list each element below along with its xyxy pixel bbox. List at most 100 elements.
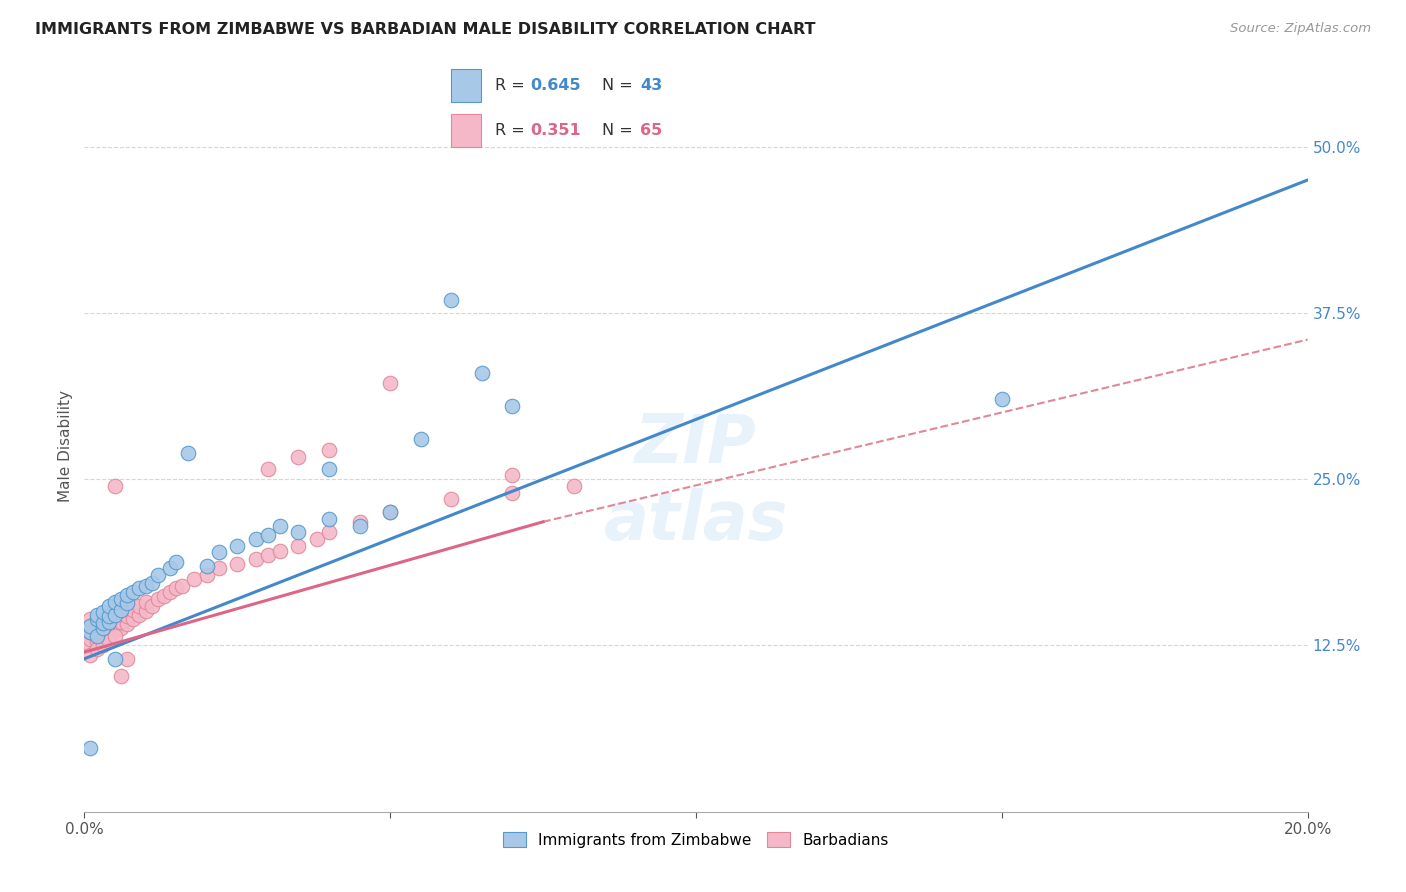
Point bbox=[128, 607, 150, 622]
Point bbox=[115, 652, 138, 666]
Point bbox=[79, 618, 101, 632]
Point bbox=[91, 617, 114, 632]
Point bbox=[257, 528, 280, 542]
Point bbox=[245, 552, 267, 566]
Text: N =: N = bbox=[602, 78, 638, 93]
Point bbox=[115, 596, 138, 610]
Text: Source: ZipAtlas.com: Source: ZipAtlas.com bbox=[1230, 22, 1371, 36]
Point bbox=[110, 669, 132, 683]
Point bbox=[79, 632, 101, 646]
Point bbox=[97, 599, 120, 613]
Point bbox=[104, 607, 127, 622]
Point bbox=[97, 634, 120, 648]
Point bbox=[135, 579, 157, 593]
Point bbox=[502, 468, 524, 483]
Point bbox=[97, 621, 120, 635]
Point bbox=[86, 629, 108, 643]
Text: N =: N = bbox=[602, 123, 638, 138]
Point bbox=[502, 485, 524, 500]
Point bbox=[135, 594, 157, 608]
Point bbox=[104, 479, 127, 493]
Point bbox=[115, 599, 138, 613]
Point bbox=[183, 572, 205, 586]
Point bbox=[128, 582, 150, 596]
Text: 0.645: 0.645 bbox=[530, 78, 581, 93]
Point bbox=[86, 634, 108, 648]
Point bbox=[97, 615, 120, 629]
Point bbox=[318, 512, 340, 526]
Point bbox=[135, 604, 157, 618]
Point bbox=[115, 588, 138, 602]
Point bbox=[409, 433, 432, 447]
Point bbox=[91, 639, 114, 653]
Legend: Immigrants from Zimbabwe, Barbadians: Immigrants from Zimbabwe, Barbadians bbox=[496, 824, 896, 855]
Point bbox=[86, 621, 108, 635]
Point bbox=[146, 591, 169, 606]
Point bbox=[318, 461, 340, 475]
Point bbox=[287, 525, 309, 540]
Text: 43: 43 bbox=[640, 78, 662, 93]
Point bbox=[97, 615, 120, 629]
Point bbox=[79, 625, 101, 640]
Bar bbox=[451, 70, 481, 102]
Point bbox=[226, 539, 249, 553]
Point bbox=[86, 642, 108, 657]
Point bbox=[115, 609, 138, 624]
Point bbox=[110, 621, 132, 635]
Point bbox=[349, 518, 371, 533]
Point bbox=[110, 615, 132, 629]
Point bbox=[79, 740, 101, 755]
Point bbox=[349, 515, 371, 529]
Point bbox=[562, 479, 585, 493]
Text: IMMIGRANTS FROM ZIMBABWE VS BARBADIAN MALE DISABILITY CORRELATION CHART: IMMIGRANTS FROM ZIMBABWE VS BARBADIAN MA… bbox=[35, 22, 815, 37]
Bar bbox=[451, 114, 481, 147]
Point bbox=[159, 561, 181, 575]
Point bbox=[86, 607, 108, 622]
Point bbox=[79, 648, 101, 662]
Point bbox=[226, 558, 249, 572]
Point bbox=[245, 532, 267, 546]
Text: 0.351: 0.351 bbox=[530, 123, 581, 138]
Point bbox=[471, 366, 494, 380]
Point bbox=[287, 539, 309, 553]
Point bbox=[380, 376, 402, 391]
Point bbox=[380, 506, 402, 520]
Point bbox=[91, 610, 114, 624]
Point bbox=[110, 602, 132, 616]
Point bbox=[159, 585, 181, 599]
Point bbox=[110, 591, 132, 606]
Point bbox=[440, 293, 463, 307]
Point bbox=[122, 602, 145, 616]
Point bbox=[91, 624, 114, 638]
Point bbox=[128, 599, 150, 613]
Text: R =: R = bbox=[495, 78, 530, 93]
Point bbox=[122, 612, 145, 626]
Point bbox=[195, 558, 218, 573]
Point bbox=[257, 461, 280, 475]
Point bbox=[208, 545, 231, 559]
Point bbox=[269, 544, 291, 558]
Point bbox=[79, 639, 101, 653]
Point bbox=[165, 582, 187, 596]
Point bbox=[257, 548, 280, 562]
Point bbox=[86, 628, 108, 642]
Point bbox=[86, 615, 108, 629]
Point bbox=[380, 506, 402, 520]
Point bbox=[122, 585, 145, 599]
Point bbox=[318, 442, 340, 457]
Point bbox=[91, 615, 114, 630]
Text: R =: R = bbox=[495, 123, 530, 138]
Point bbox=[104, 652, 127, 666]
Point bbox=[287, 450, 309, 464]
Point bbox=[177, 445, 200, 459]
Point bbox=[991, 392, 1014, 407]
Point bbox=[141, 599, 163, 613]
Point bbox=[172, 579, 194, 593]
Point bbox=[104, 607, 127, 622]
Point bbox=[318, 525, 340, 540]
Point bbox=[195, 568, 218, 582]
Point bbox=[79, 618, 101, 632]
Point bbox=[91, 605, 114, 619]
Point bbox=[502, 399, 524, 413]
Point bbox=[440, 492, 463, 507]
